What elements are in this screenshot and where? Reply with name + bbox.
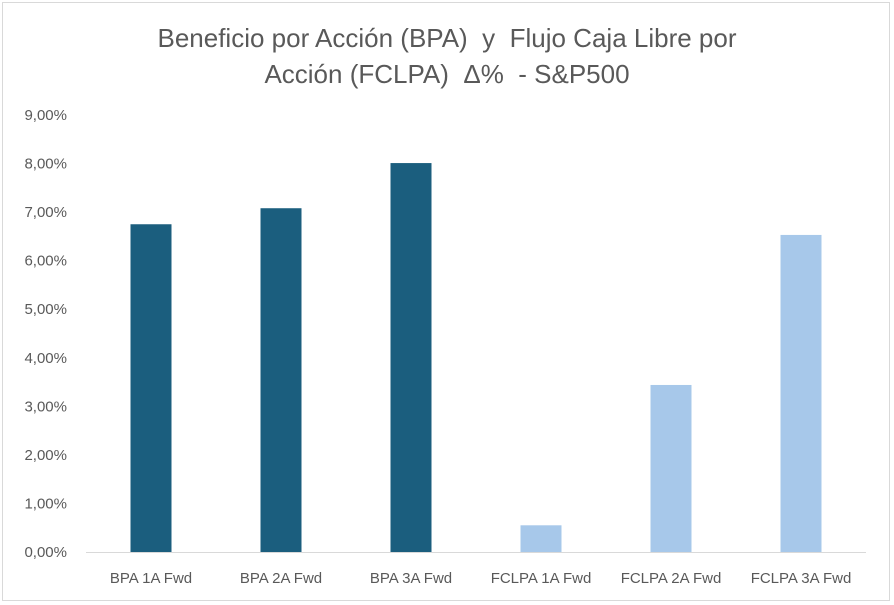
x-tick-label: BPA 1A Fwd [110, 570, 192, 587]
bar [260, 208, 302, 552]
y-tick-label: 3,00% [24, 398, 67, 415]
x-tick-label: FCLPA 1A Fwd [491, 570, 592, 587]
bar [520, 525, 562, 552]
x-tick-label: BPA 2A Fwd [240, 570, 322, 587]
x-tick-label: FCLPA 3A Fwd [751, 570, 852, 587]
y-tick-label: 1,00% [24, 495, 67, 512]
bar [650, 384, 692, 552]
y-tick-label: 2,00% [24, 447, 67, 464]
chart-title: Beneficio por Acción (BPA) y Flujo Caja … [0, 20, 894, 92]
y-tick-label: 4,00% [24, 350, 67, 367]
y-tick-label: 0,00% [24, 544, 67, 561]
y-tick-label: 9,00% [24, 107, 67, 124]
bar [780, 234, 822, 552]
x-axis: BPA 1A Fwd BPA 2A Fwd BPA 3A Fwd FCLPA 1A F… [110, 570, 851, 587]
x-tick-label: BPA 3A Fwd [370, 570, 452, 587]
x-tick-label: FCLPA 2A Fwd [621, 570, 722, 587]
bar [390, 163, 432, 552]
chart-title-line-2: Acción (FCLPA) Δ% - S&P500 [264, 59, 630, 89]
y-tick-label: 5,00% [24, 301, 67, 318]
chart-title-line-1: Beneficio por Acción (BPA) y Flujo Caja … [157, 23, 737, 53]
y-tick-label: 8,00% [24, 156, 67, 173]
y-axis: 0,00% 1,00% 2,00% 3,00% 4,00% 5,00% 6,00% 7,00%… [24, 107, 67, 561]
bars [130, 163, 822, 552]
y-tick-label: 7,00% [24, 204, 67, 221]
bar [130, 224, 172, 552]
y-tick-label: 6,00% [24, 253, 67, 270]
